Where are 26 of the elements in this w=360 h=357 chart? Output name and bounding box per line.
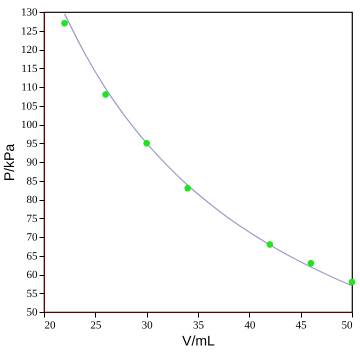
y-tick-label: 125 (21, 25, 38, 38)
y-tick-label: 65 (26, 250, 38, 262)
x-axis-title: V/mL (182, 332, 216, 348)
y-tick-label: 75 (26, 212, 38, 225)
y-tick-label: 50 (26, 306, 38, 318)
y-axis-title: P/kPa (1, 144, 17, 182)
y-tick-label: 70 (26, 232, 38, 244)
y-tick-label: 80 (26, 194, 38, 206)
x-tick-label: 35 (193, 320, 204, 332)
x-tick-label: 30 (142, 320, 154, 332)
y-tick-label: 95 (26, 138, 38, 150)
y-tick-label: 55 (26, 288, 38, 300)
x-tick-label: 20 (44, 320, 56, 332)
x-tick-label: 40 (244, 320, 256, 332)
y-tick-label: 120 (21, 44, 38, 56)
y-tick-label: 110 (21, 82, 38, 94)
y-tick-label: 130 (21, 6, 38, 18)
y-tick-label: 90 (26, 156, 38, 168)
x-tick-label: 50 (342, 320, 353, 332)
x-tick-label: 45 (296, 320, 308, 332)
x-tick-label: 25 (90, 320, 102, 332)
y-tick-label: 105 (21, 100, 38, 112)
y-tick-label: 85 (26, 175, 38, 188)
y-tick-label: 60 (26, 269, 38, 281)
y-tick-label: 115 (21, 62, 38, 75)
y-tick-label: 100 (21, 119, 38, 131)
